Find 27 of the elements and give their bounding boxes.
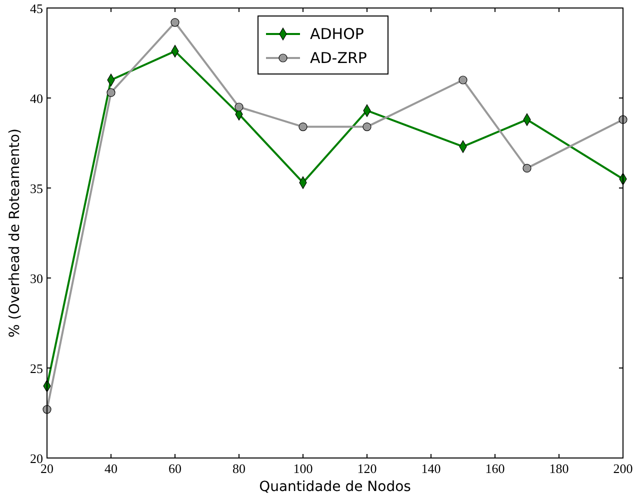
x-axis-title: Quantidade de Nodos bbox=[259, 479, 411, 494]
y-axis-title: % (Overhead de Roteamento) bbox=[7, 128, 23, 338]
point bbox=[298, 122, 308, 132]
point bbox=[522, 164, 532, 172]
y-tick-label: 20 bbox=[30, 451, 43, 466]
legend-label: AD-ZRP bbox=[310, 49, 367, 67]
y-tick-label: 45 bbox=[30, 1, 43, 16]
point bbox=[362, 122, 372, 132]
point bbox=[234, 102, 244, 112]
x-tick-label: 80 bbox=[232, 461, 246, 476]
x-tick-label: 200 bbox=[613, 461, 633, 476]
y-tick-label: 40 bbox=[30, 91, 43, 106]
x-tick-label: 60 bbox=[168, 461, 182, 476]
y-tick-label: 25 bbox=[30, 361, 43, 376]
x-tick-label: 100 bbox=[293, 461, 313, 476]
x-tick-label: 40 bbox=[104, 461, 118, 476]
x-tick-label: 160 bbox=[485, 461, 505, 476]
x-tick-label: 20 bbox=[40, 461, 54, 476]
y-tick-label: 30 bbox=[30, 271, 43, 286]
point bbox=[170, 18, 180, 27]
y-tick-label: 35 bbox=[30, 181, 43, 196]
x-tick-label: 180 bbox=[549, 461, 569, 476]
x-tick-label: 140 bbox=[421, 461, 441, 476]
point bbox=[458, 76, 468, 84]
x-tick-label: 120 bbox=[357, 461, 377, 476]
legend-label: ADHOP bbox=[310, 25, 364, 43]
point bbox=[106, 88, 116, 97]
